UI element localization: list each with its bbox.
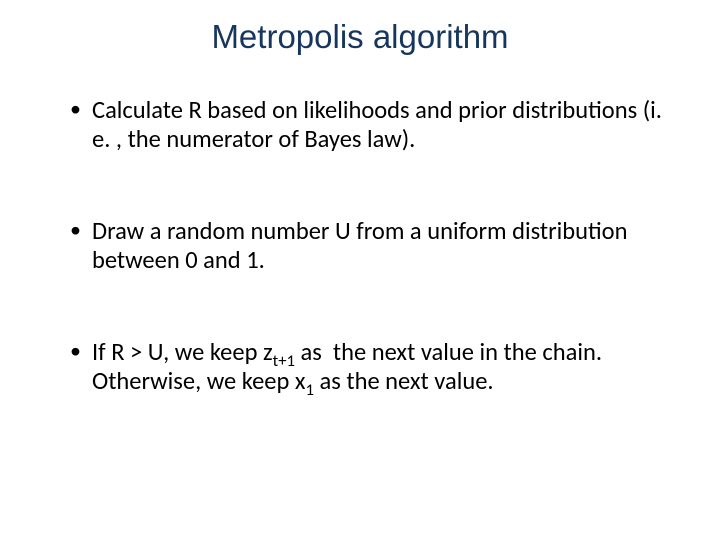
bullet-text: Draw a random number U from a uniform di… xyxy=(92,216,627,275)
list-item: Draw a random number U from a uniform di… xyxy=(70,217,680,276)
bullet-text: If R > U, we keep z xyxy=(92,337,273,367)
bullet-text: as the next value. xyxy=(314,366,494,396)
slide: Metropolis algorithm Calculate R based o… xyxy=(0,0,720,540)
subscript: 1 xyxy=(306,380,314,400)
list-item: If R > U, we keep zt+1 as the next value… xyxy=(70,338,680,397)
list-item: Calculate R based on likelihoods and pri… xyxy=(70,96,680,155)
bullet-text: Calculate R based on likelihoods and pri… xyxy=(92,95,662,154)
slide-title: Metropolis algorithm xyxy=(40,18,680,56)
bullet-list: Calculate R based on likelihoods and pri… xyxy=(40,96,680,396)
